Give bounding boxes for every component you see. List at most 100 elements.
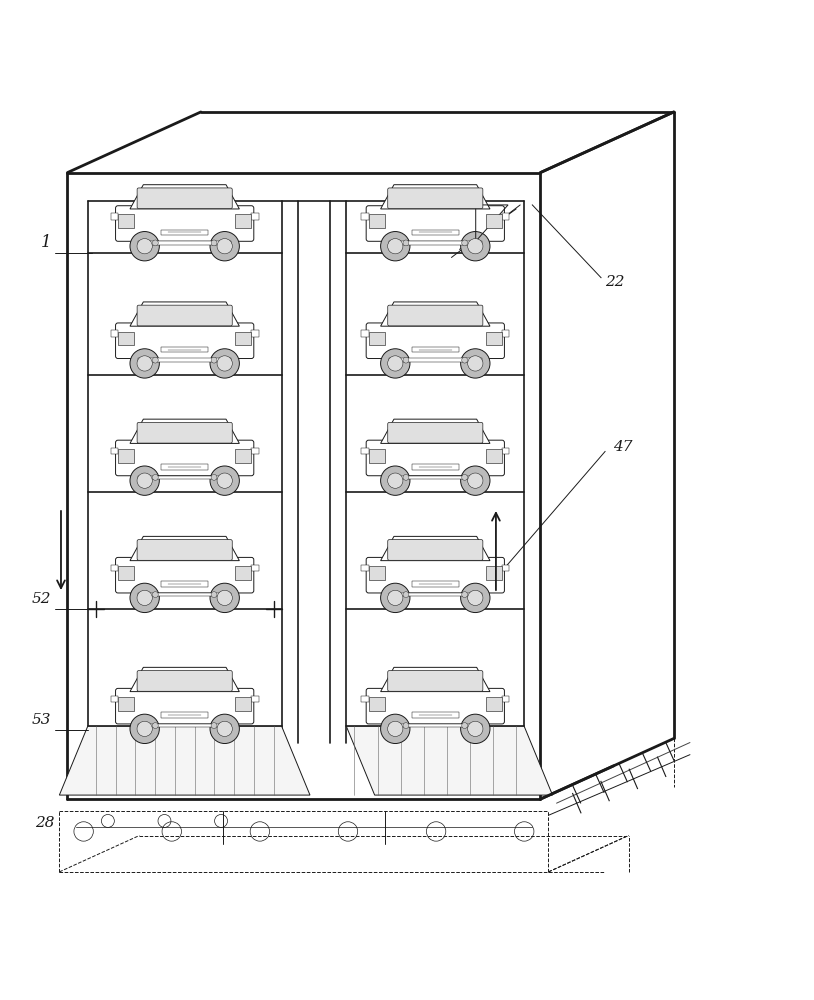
Text: 47: 47: [613, 440, 632, 454]
Bar: [369, 566, 384, 580]
Bar: [502, 448, 510, 454]
Polygon shape: [381, 302, 490, 326]
Bar: [486, 449, 502, 463]
Bar: [111, 448, 118, 454]
Circle shape: [381, 714, 410, 744]
FancyBboxPatch shape: [366, 557, 505, 593]
FancyBboxPatch shape: [366, 323, 505, 359]
Circle shape: [461, 349, 490, 378]
Circle shape: [137, 590, 152, 606]
Circle shape: [210, 466, 239, 495]
Bar: [235, 449, 252, 463]
Circle shape: [461, 232, 490, 261]
Circle shape: [210, 349, 239, 378]
Circle shape: [152, 474, 158, 480]
Circle shape: [387, 239, 403, 254]
Circle shape: [130, 349, 160, 378]
Circle shape: [217, 721, 232, 736]
Bar: [412, 581, 458, 587]
Bar: [369, 332, 384, 345]
Circle shape: [403, 723, 409, 728]
Circle shape: [381, 349, 410, 378]
Bar: [118, 697, 134, 711]
FancyBboxPatch shape: [116, 688, 254, 724]
Bar: [369, 214, 384, 228]
Polygon shape: [381, 419, 490, 443]
Circle shape: [468, 721, 483, 736]
Bar: [502, 696, 510, 702]
Bar: [138, 593, 231, 596]
Bar: [486, 697, 502, 711]
Text: 53: 53: [32, 713, 51, 727]
Circle shape: [152, 723, 158, 728]
Circle shape: [152, 357, 158, 363]
Bar: [388, 593, 482, 596]
Circle shape: [403, 592, 409, 598]
Circle shape: [211, 240, 217, 246]
Polygon shape: [130, 302, 239, 326]
Bar: [161, 581, 208, 587]
Bar: [235, 214, 252, 228]
Circle shape: [387, 590, 403, 606]
Bar: [361, 330, 369, 337]
Bar: [138, 476, 231, 479]
Bar: [388, 476, 482, 479]
Bar: [388, 724, 482, 727]
Bar: [235, 332, 252, 345]
Bar: [486, 332, 502, 345]
Circle shape: [210, 583, 239, 613]
Circle shape: [210, 232, 239, 261]
Text: 22: 22: [605, 275, 624, 289]
Bar: [161, 464, 208, 470]
Bar: [412, 464, 458, 470]
Bar: [138, 724, 231, 727]
Circle shape: [403, 240, 409, 246]
FancyBboxPatch shape: [137, 540, 232, 560]
Polygon shape: [347, 726, 553, 795]
Text: 28: 28: [35, 816, 55, 830]
FancyBboxPatch shape: [137, 422, 232, 443]
FancyBboxPatch shape: [116, 323, 254, 359]
Circle shape: [462, 240, 467, 246]
Circle shape: [217, 239, 232, 254]
Polygon shape: [381, 536, 490, 561]
Bar: [235, 566, 252, 580]
Bar: [412, 347, 458, 352]
FancyBboxPatch shape: [366, 206, 505, 241]
Circle shape: [461, 583, 490, 613]
Bar: [252, 213, 259, 220]
Bar: [361, 696, 369, 702]
Circle shape: [387, 473, 403, 488]
Circle shape: [211, 723, 217, 728]
Bar: [486, 214, 502, 228]
Bar: [161, 347, 208, 352]
Bar: [361, 213, 369, 220]
Circle shape: [152, 240, 158, 246]
Circle shape: [210, 714, 239, 744]
Bar: [388, 358, 482, 362]
Bar: [486, 566, 502, 580]
Circle shape: [461, 714, 490, 744]
Circle shape: [468, 356, 483, 371]
Circle shape: [130, 583, 160, 613]
Bar: [252, 448, 259, 454]
Bar: [369, 449, 384, 463]
Bar: [252, 696, 259, 702]
Polygon shape: [130, 536, 239, 561]
FancyBboxPatch shape: [116, 440, 254, 476]
Polygon shape: [130, 667, 239, 692]
Circle shape: [461, 466, 490, 495]
Bar: [502, 565, 510, 571]
FancyBboxPatch shape: [137, 671, 232, 691]
Polygon shape: [381, 667, 490, 692]
FancyBboxPatch shape: [387, 540, 483, 560]
FancyBboxPatch shape: [387, 671, 483, 691]
Circle shape: [137, 473, 152, 488]
Circle shape: [462, 723, 467, 728]
Bar: [161, 712, 208, 718]
Circle shape: [217, 473, 232, 488]
FancyBboxPatch shape: [387, 305, 483, 326]
Circle shape: [381, 232, 410, 261]
FancyBboxPatch shape: [387, 188, 483, 209]
Bar: [111, 696, 118, 702]
